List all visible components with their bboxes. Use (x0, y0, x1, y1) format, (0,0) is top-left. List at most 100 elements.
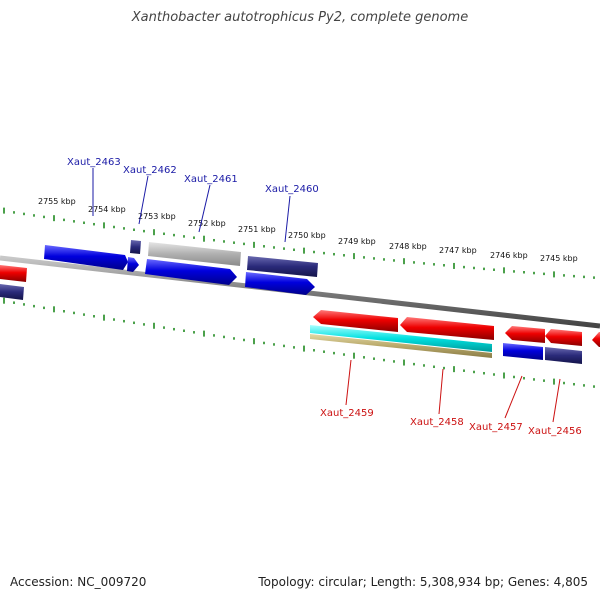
gene-navy-left-edge[interactable] (0, 284, 24, 300)
genome-title: Xanthobacter autotrophicus Py2, complete… (131, 10, 469, 25)
kbp-label: 2748 kbp (389, 242, 427, 251)
kbp-label: 2749 kbp (338, 237, 376, 246)
gene-xaut-2457[interactable] (505, 326, 545, 343)
gene-label[interactable]: Xaut_2461 (184, 174, 238, 185)
kbp-label: 2754 kbp (88, 205, 126, 214)
major-tick (3, 297, 5, 304)
minor-tick (33, 214, 35, 217)
major-tick (403, 359, 405, 366)
minor-tick (533, 271, 535, 275)
minor-tick (543, 272, 545, 276)
kbp-label: 2745 kbp (540, 254, 578, 263)
minor-tick (193, 331, 195, 334)
minor-tick (473, 370, 475, 374)
minor-tick (293, 346, 295, 349)
gene-label[interactable]: Xaut_2456 (528, 426, 582, 437)
minor-tick (63, 218, 65, 222)
genome-summary: Topology: circular; Length: 5,308,934 bp… (258, 575, 588, 589)
minor-tick (593, 385, 595, 388)
minor-tick (573, 382, 575, 386)
minor-tick (333, 252, 335, 256)
major-tick (353, 253, 355, 260)
minor-tick (423, 262, 425, 265)
minor-tick (133, 228, 135, 232)
minor-tick (173, 233, 175, 237)
gene-xaut-2460[interactable] (247, 256, 318, 277)
gene-label[interactable]: Xaut_2460 (265, 184, 319, 195)
gene-red-right-edge[interactable] (592, 332, 600, 347)
gene-blue-forward-3[interactable] (245, 272, 315, 295)
major-tick (303, 345, 305, 352)
minor-tick (13, 211, 15, 214)
minor-tick (283, 247, 285, 250)
minor-tick (13, 301, 15, 304)
minor-tick (93, 222, 95, 226)
minor-tick (383, 358, 385, 362)
gene-xaut-2459[interactable] (313, 310, 398, 332)
minor-tick (373, 357, 375, 360)
major-tick (153, 322, 155, 329)
minor-tick (33, 304, 35, 308)
gene-label[interactable]: Xaut_2462 (123, 165, 177, 176)
minor-tick (283, 344, 285, 348)
kbp-label: 2750 kbp (288, 231, 326, 240)
major-tick (253, 241, 255, 248)
major-tick (403, 258, 405, 265)
major-tick (453, 366, 455, 373)
minor-tick (443, 264, 445, 267)
label-leader-lines (92, 168, 561, 423)
kbp-label: 2747 kbp (439, 246, 477, 255)
gene-xaut-2456[interactable] (545, 329, 582, 346)
minor-tick (443, 366, 445, 370)
major-tick (203, 330, 205, 337)
minor-tick (73, 220, 75, 223)
gene-label[interactable]: Xaut_2463 (67, 157, 121, 168)
minor-tick (413, 261, 415, 264)
minor-tick (273, 246, 275, 249)
minor-tick (243, 242, 245, 246)
gene-xaut-2463[interactable] (44, 245, 128, 270)
minor-tick (333, 351, 335, 355)
minor-tick (393, 360, 395, 363)
minor-tick (263, 341, 265, 345)
minor-tick (463, 265, 465, 269)
gene-red-left-edge[interactable] (0, 265, 27, 282)
gene-labels: Xaut_2463 Xaut_2462 Xaut_2461 Xaut_2460 … (67, 157, 582, 437)
major-tick (3, 207, 5, 214)
gene-cyan-bar[interactable] (310, 325, 492, 352)
minor-tick (563, 274, 565, 277)
gene-xaut-2461[interactable] (148, 242, 241, 266)
gene-blue-forward-2[interactable] (145, 259, 237, 285)
gene-tan-bar[interactable] (310, 334, 492, 358)
minor-tick (43, 306, 45, 310)
gene-xaut-2458[interactable] (400, 317, 494, 340)
minor-tick (363, 256, 365, 259)
minor-tick (393, 259, 395, 262)
minor-tick (413, 362, 415, 366)
major-tick (353, 352, 355, 359)
minor-tick (433, 365, 435, 369)
minor-tick (543, 379, 545, 382)
gene-xaut-2462[interactable] (130, 240, 141, 254)
kbp-label: 2753 kbp (138, 212, 176, 221)
major-tick (103, 222, 105, 229)
gene-small-blue-arrow[interactable] (127, 257, 139, 272)
minor-tick (313, 250, 315, 254)
gene-navy-reverse[interactable] (545, 347, 582, 364)
gene-label[interactable]: Xaut_2459 (320, 408, 374, 419)
minor-tick (583, 384, 585, 387)
minor-tick (483, 267, 485, 271)
minor-tick (343, 353, 345, 356)
major-tick (53, 306, 55, 313)
gene-blue-reverse[interactable] (503, 343, 543, 360)
gene-label[interactable]: Xaut_2458 (410, 417, 464, 428)
minor-tick (593, 276, 595, 279)
minor-tick (113, 225, 115, 229)
scale-ticks-bottom (3, 297, 595, 388)
gene-label[interactable]: Xaut_2457 (469, 422, 523, 433)
minor-tick (193, 236, 195, 239)
minor-tick (433, 263, 435, 266)
minor-tick (523, 376, 525, 380)
major-tick (503, 267, 505, 274)
minor-tick (223, 240, 225, 243)
